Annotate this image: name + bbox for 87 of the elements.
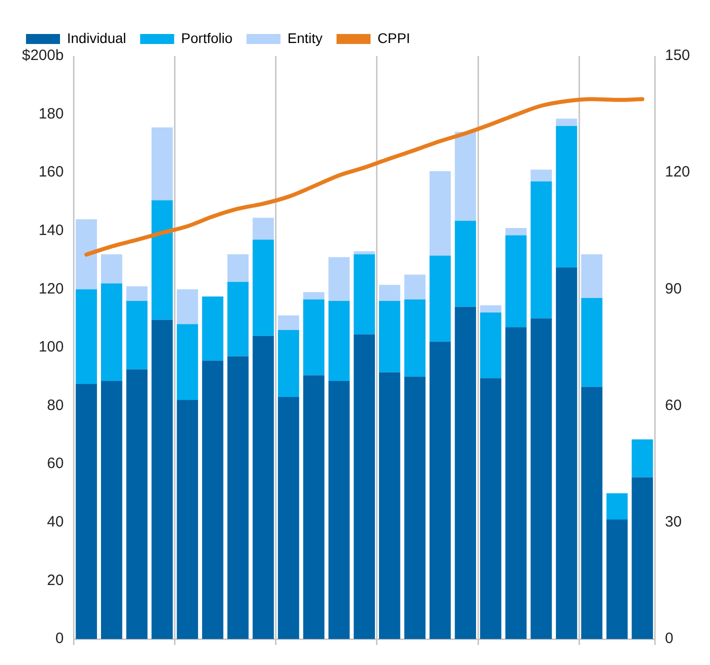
bar	[632, 439, 653, 478]
bar	[101, 381, 122, 639]
bar	[101, 254, 122, 284]
y-tick-label: 140	[38, 222, 64, 240]
y-tick-label: 160	[38, 164, 64, 181]
bar	[505, 235, 527, 328]
bar	[152, 200, 173, 320]
bar	[126, 369, 148, 639]
bar	[581, 386, 602, 639]
bar	[202, 360, 224, 639]
legend-label: Individual	[67, 30, 126, 46]
bar	[176, 289, 198, 324]
bar	[202, 296, 224, 361]
bar	[404, 299, 426, 377]
y-tick-label: 180	[38, 105, 64, 122]
bar	[176, 400, 198, 639]
y2-tick-label: 30	[664, 514, 682, 531]
bar	[505, 327, 527, 639]
bar	[530, 318, 552, 639]
bar	[76, 219, 97, 290]
y-tick-label: 80	[47, 396, 64, 414]
bar	[354, 334, 375, 639]
bar	[606, 493, 628, 520]
y2-tick-label: 0	[664, 630, 674, 648]
y2-tick-label: 150	[664, 47, 690, 64]
bar	[632, 477, 653, 639]
bar	[404, 376, 426, 639]
bar	[328, 381, 350, 639]
bar	[101, 283, 122, 382]
bar	[76, 289, 97, 384]
bar	[530, 181, 552, 318]
bar	[76, 384, 97, 639]
bar	[404, 274, 426, 300]
bar	[606, 519, 628, 639]
bar	[454, 306, 476, 639]
bar	[303, 292, 324, 300]
bar	[454, 132, 476, 221]
y2-tick-label: 120	[664, 164, 690, 181]
bar	[480, 378, 502, 639]
bar	[430, 342, 451, 639]
bar	[252, 336, 274, 639]
y-tick-label: $200b	[22, 47, 64, 64]
bar	[556, 267, 578, 639]
bar	[556, 126, 578, 268]
bar	[303, 299, 324, 376]
bar	[454, 220, 476, 307]
y-tick-label: 60	[47, 455, 64, 472]
bar	[581, 298, 602, 387]
y2-tick-label: 90	[664, 280, 682, 298]
bar	[556, 118, 578, 126]
bar	[505, 228, 527, 236]
bar	[227, 282, 249, 356]
bar	[480, 312, 502, 378]
bar	[252, 240, 274, 336]
bar	[126, 286, 148, 301]
bar	[227, 356, 249, 639]
legend-label: Portfolio	[181, 30, 233, 46]
y-tick-label: 120	[38, 280, 64, 298]
bar	[152, 320, 173, 639]
bar	[581, 254, 602, 298]
bar	[328, 300, 350, 382]
bar	[303, 375, 324, 639]
legend-label: Entity	[288, 30, 323, 46]
line-series	[84, 97, 644, 257]
bar	[126, 300, 148, 370]
bar	[379, 300, 400, 372]
bar	[354, 254, 375, 334]
bar	[379, 372, 400, 639]
bar	[278, 315, 300, 330]
bar	[480, 305, 502, 313]
bar	[430, 171, 451, 256]
y-tick-label: 100	[38, 338, 64, 356]
bar	[152, 127, 173, 200]
bar	[227, 254, 249, 282]
bar	[278, 330, 300, 398]
bar	[176, 324, 198, 400]
y-tick-label: 40	[47, 514, 64, 531]
bar	[530, 170, 552, 182]
y-tick-label: 20	[47, 572, 64, 589]
bar	[252, 218, 274, 240]
y2-tick-label: 60	[664, 396, 682, 414]
bar	[379, 284, 400, 301]
legend-label: CPPI	[378, 30, 410, 46]
bar	[430, 256, 451, 342]
bar	[328, 257, 350, 301]
y-tick-label: 0	[55, 630, 64, 648]
bar	[278, 397, 300, 639]
